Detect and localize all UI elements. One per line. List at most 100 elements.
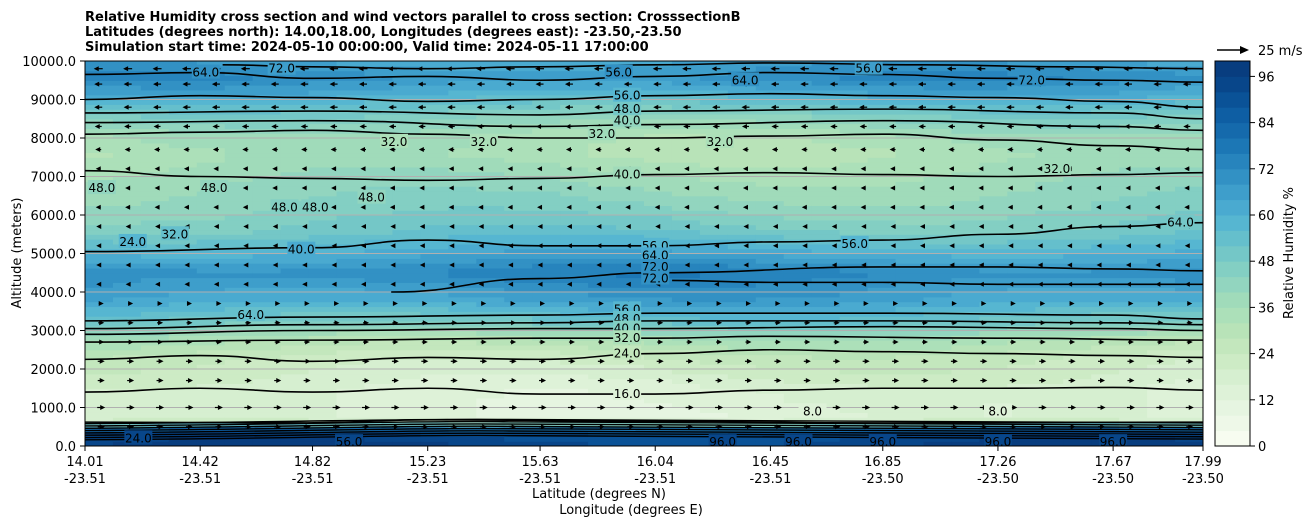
rh-fill-cell (392, 277, 421, 283)
wind-vector-head (124, 147, 130, 153)
rh-fill-cell (112, 402, 142, 409)
rh-fill-cell (168, 441, 198, 446)
wind-vector-head (154, 185, 160, 191)
rh-fill-cell (755, 301, 785, 308)
rh-fill-cell (252, 441, 282, 446)
rh-fill-cell (923, 89, 953, 96)
rh-fill-cell (196, 393, 226, 399)
rh-fill-cell (224, 176, 254, 182)
wind-vector-head (418, 123, 424, 129)
rh-fill-cell (1035, 253, 1064, 259)
rh-fill-cell (448, 263, 477, 269)
rh-fill-cell (755, 369, 785, 375)
x-tick-label-latitude: 16.04 (637, 455, 674, 470)
rh-fill-cell (867, 421, 897, 428)
wind-vector-head (918, 104, 923, 110)
wind-vector-head (981, 339, 987, 345)
rh-fill-cell (448, 142, 477, 149)
wind-vector-head (919, 166, 925, 172)
rh-fill-cell (644, 219, 673, 226)
rh-fill-cell (504, 181, 533, 187)
rh-fill-cell (671, 383, 701, 389)
wind-vector-head (830, 123, 836, 129)
rh-fill-cell (839, 412, 869, 418)
rh-fill-cell (839, 272, 869, 279)
rh-fill-cell (839, 383, 869, 389)
wind-vector-head (717, 358, 723, 364)
wind-vector-head (240, 66, 246, 72)
rh-fill-cell (839, 267, 869, 274)
rh-fill-cell (755, 320, 785, 327)
wind-vector-head (187, 378, 193, 384)
rh-fill-cell (644, 354, 673, 360)
rh-fill-cell (1119, 162, 1148, 168)
wind-vector-head (746, 339, 752, 345)
rh-fill-cell (196, 364, 226, 370)
rh-fill-cell (392, 205, 421, 211)
rh-fill-cell (1091, 89, 1120, 96)
rh-fill-cell (644, 118, 673, 125)
rh-fill-cell (588, 234, 617, 240)
rh-fill-cell (280, 123, 310, 129)
rh-fill-cell (560, 128, 589, 134)
rh-fill-cell (336, 373, 366, 380)
rh-fill-cell (364, 263, 394, 269)
rh-fill-cell (364, 258, 394, 264)
rh-fill-cell (560, 229, 589, 235)
wind-vector-head (449, 224, 455, 230)
rh-fill-cell (1119, 378, 1148, 385)
rh-fill-cell (755, 267, 785, 274)
wind-vector-head (688, 405, 694, 410)
rh-fill-cell (979, 113, 1008, 120)
rh-fill-cell (1063, 287, 1092, 293)
wind-vector-head (688, 378, 694, 384)
rh-fill-cell (895, 272, 925, 279)
rh-fill-cell (308, 219, 338, 226)
rh-fill-cell (140, 219, 170, 226)
wind-vector-head (713, 185, 719, 191)
wind-vector-head (772, 204, 778, 210)
rh-fill-cell (392, 215, 421, 221)
wind-vector-head (805, 339, 811, 345)
rh-fill-cell (727, 344, 757, 351)
rh-fill-cell (588, 171, 617, 178)
contour-label: 72.0 (1018, 73, 1045, 87)
rh-fill-cell (951, 138, 980, 144)
wind-vector-head (129, 405, 135, 410)
rh-fill-cell (979, 152, 1008, 158)
rh-fill-cell (532, 133, 561, 139)
rh-fill-cell (699, 128, 729, 134)
wind-vector-head (541, 405, 547, 410)
wind-vector-head (361, 224, 366, 230)
rh-fill-cell (168, 171, 198, 178)
rh-fill-cell (112, 133, 142, 139)
wind-vector-head (95, 204, 101, 210)
rh-fill-cell (336, 70, 366, 77)
rh-fill-cell (448, 431, 477, 437)
rh-fill-cell (504, 224, 533, 231)
rh-fill-cell (140, 369, 170, 375)
wind-vector-head (537, 281, 543, 287)
rh-fill-cell (85, 109, 114, 115)
rh-fill-cell (867, 359, 897, 365)
rh-fill-cell (699, 253, 729, 259)
rh-fill-cell (560, 133, 589, 139)
rh-fill-cell (336, 364, 366, 370)
rh-fill-cell (616, 138, 645, 144)
rh-fill-cell (308, 301, 338, 308)
wind-vector-head (508, 262, 514, 268)
rh-fill-cell (1091, 109, 1120, 115)
rh-fill-cell (196, 219, 226, 226)
rh-fill-cell (699, 85, 729, 91)
wind-vector-head (448, 185, 454, 191)
rh-fill-cell (476, 118, 505, 125)
contour-label-bg (840, 235, 869, 250)
rh-fill-cell (532, 369, 561, 375)
rh-fill-cell (699, 118, 729, 125)
rh-fill-cell (476, 258, 505, 264)
rh-fill-cell (85, 219, 114, 226)
wind-vector-head (184, 281, 190, 287)
wind-vector-head (389, 185, 395, 191)
rh-fill-cell (839, 94, 869, 101)
rh-fill-cell (1147, 70, 1176, 77)
